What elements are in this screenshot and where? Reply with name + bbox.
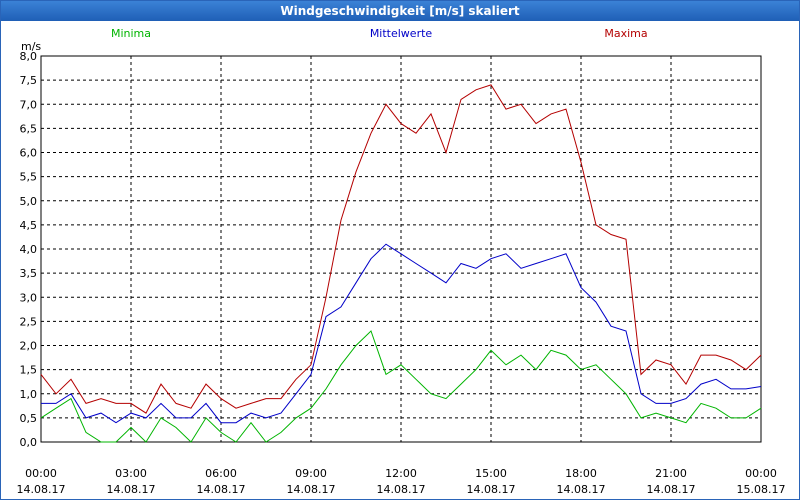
- y-tick-label: 5,0: [20, 195, 38, 208]
- y-tick-label: 7,0: [20, 98, 38, 111]
- x-tick-time: 21:00: [655, 467, 687, 480]
- legend-maxima: Maxima: [604, 27, 647, 40]
- y-axis-label: m/s: [21, 40, 41, 53]
- y-tick-label: 4,5: [20, 219, 38, 232]
- x-tick-time: 18:00: [565, 467, 597, 480]
- x-tick-date: 14.08.17: [107, 483, 156, 496]
- legend-minima: Minima: [111, 27, 151, 40]
- x-tick-time: 09:00: [295, 467, 327, 480]
- legend: Minima Mittelwerte Maxima: [111, 27, 648, 40]
- series-line-minima: [40, 330, 762, 443]
- y-tick-label: 7,5: [20, 74, 38, 87]
- y-tick-label: 8,0: [20, 50, 38, 63]
- y-tick-label: 0,0: [20, 436, 38, 449]
- legend-mittelwerte: Mittelwerte: [370, 27, 433, 40]
- y-tick-label: 6,5: [20, 122, 38, 135]
- x-tick-date: 14.08.17: [467, 483, 516, 496]
- x-tick-time: 15:00: [475, 467, 507, 480]
- y-tick-label: 4,0: [20, 243, 38, 256]
- x-tick-date: 14.08.17: [197, 483, 246, 496]
- grid: [40, 55, 762, 443]
- series-line-mittelwerte: [41, 243, 762, 424]
- y-tick-label: 2,0: [20, 340, 38, 353]
- plot-frame: [40, 55, 762, 443]
- series-lines: [40, 84, 762, 443]
- x-tick-date: 14.08.17: [377, 483, 426, 496]
- x-tick-time: 06:00: [205, 467, 237, 480]
- wind-speed-chart: 0,0 0,5 1,0 1,5 2,0 2,5 3,0 3,5 4,0 4,5 5,0 5,5 6,0 6…: [17, 27, 786, 496]
- window-title: Windgeschwindigkeit [m/s] skaliert: [1, 1, 799, 21]
- x-tick-date: 15.08.17: [737, 483, 786, 496]
- y-tick-label: 3,0: [20, 291, 38, 304]
- x-tick-time: 00:00: [25, 467, 57, 480]
- y-tick-label: 0,5: [20, 412, 38, 425]
- x-tick-time: 12:00: [385, 467, 417, 480]
- y-axis-ticks: 0,0 0,5 1,0 1,5 2,0 2,5 3,0 3,5 4,0 4,5 5,0 5,5 6,0 6…: [20, 50, 38, 449]
- y-tick-label: 1,0: [20, 388, 38, 401]
- x-axis-ticks: 00:00 14.08.17 03:00 14.08.17 06:00 14.08.17 0…: [17, 467, 786, 496]
- y-tick-label: 5,5: [20, 171, 38, 184]
- x-tick-date: 14.08.17: [557, 483, 606, 496]
- x-tick-time: 03:00: [115, 467, 147, 480]
- y-tick-label: 1,5: [20, 364, 38, 377]
- y-tick-label: 6,0: [20, 147, 38, 160]
- x-tick-date: 14.08.17: [287, 483, 336, 496]
- x-tick-time: 00:00: [745, 467, 777, 480]
- series-line-maxima: [40, 84, 762, 414]
- x-tick-date: 14.08.17: [647, 483, 696, 496]
- y-tick-label: 3,5: [20, 267, 38, 280]
- y-tick-label: 2,5: [20, 315, 38, 328]
- x-tick-date: 14.08.17: [17, 483, 66, 496]
